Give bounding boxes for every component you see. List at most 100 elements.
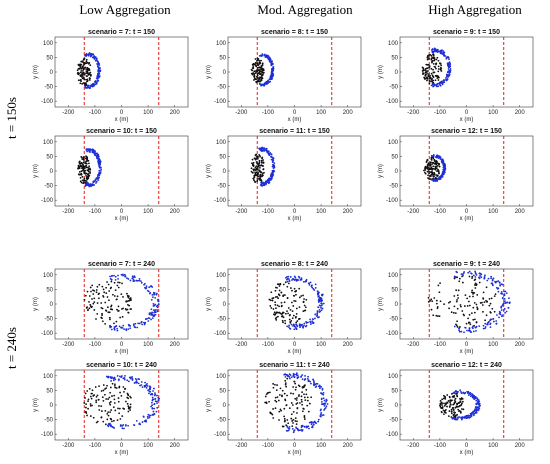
core-point bbox=[437, 70, 440, 73]
core-point bbox=[111, 308, 114, 311]
core-point bbox=[126, 402, 129, 405]
edge-point bbox=[463, 271, 466, 273]
x-tick-label: 0 bbox=[293, 342, 297, 348]
x-tick-label: 0 bbox=[465, 209, 469, 215]
core-point bbox=[258, 154, 261, 157]
core-point bbox=[432, 165, 435, 168]
core-point bbox=[284, 319, 286, 322]
edge-point bbox=[439, 81, 441, 84]
edge-point bbox=[154, 398, 156, 400]
edge-point bbox=[121, 375, 123, 377]
core-point bbox=[109, 318, 111, 321]
core-point bbox=[423, 77, 426, 80]
core-point bbox=[292, 392, 295, 395]
edge-point bbox=[295, 427, 298, 429]
core-point bbox=[252, 79, 255, 81]
edge-point bbox=[131, 275, 134, 278]
core-point bbox=[294, 290, 297, 293]
core-point bbox=[485, 286, 488, 289]
core-point bbox=[259, 166, 261, 169]
edge-point bbox=[320, 300, 323, 303]
edge-point bbox=[153, 293, 156, 296]
core-point bbox=[302, 294, 304, 297]
edge-point bbox=[295, 373, 298, 376]
core-point bbox=[442, 409, 445, 412]
core-point bbox=[291, 310, 294, 313]
core-point bbox=[85, 160, 88, 163]
edge-point bbox=[120, 273, 123, 276]
core-point bbox=[447, 400, 450, 402]
core-point bbox=[261, 156, 264, 159]
core-point bbox=[452, 311, 455, 314]
edge-point bbox=[123, 328, 125, 331]
core-point bbox=[433, 168, 436, 170]
core-point bbox=[123, 408, 126, 410]
core-point bbox=[256, 60, 258, 62]
panel-6: scenario = 12: t = 150-200 -100 0 100 200-10… bbox=[378, 128, 534, 222]
x-axis-label: x (m) bbox=[460, 450, 474, 456]
edge-point bbox=[297, 279, 299, 281]
edge-point bbox=[151, 293, 154, 296]
edge-point bbox=[321, 387, 324, 390]
core-point bbox=[286, 394, 288, 397]
edge-point bbox=[112, 379, 115, 382]
core-point bbox=[284, 398, 286, 401]
core-point bbox=[303, 304, 306, 307]
y-tick-label: 50 bbox=[46, 55, 53, 61]
core-point bbox=[427, 177, 429, 179]
x-tick-label: -200 bbox=[235, 209, 248, 215]
core-point bbox=[89, 286, 92, 289]
edge-point bbox=[271, 75, 274, 78]
edge-point bbox=[137, 279, 139, 282]
edge-point bbox=[435, 84, 438, 86]
panel-title: scenario = 9: t = 150 bbox=[433, 29, 500, 36]
core-point bbox=[423, 169, 425, 172]
core-point bbox=[262, 168, 265, 171]
edge-point bbox=[472, 274, 475, 277]
edge-point bbox=[473, 398, 476, 401]
edge-point bbox=[308, 283, 311, 286]
core-point bbox=[102, 420, 105, 423]
core-point bbox=[257, 78, 260, 81]
core-point bbox=[292, 386, 295, 388]
core-point bbox=[83, 298, 86, 301]
core-point bbox=[262, 165, 264, 168]
core-point bbox=[439, 68, 442, 70]
edge-point bbox=[127, 328, 130, 331]
core-point bbox=[493, 310, 496, 313]
edge-point bbox=[105, 375, 108, 378]
core-point bbox=[257, 173, 259, 176]
core-point bbox=[98, 385, 100, 388]
core-point bbox=[455, 323, 457, 326]
edge-point bbox=[468, 414, 471, 417]
edge-point bbox=[500, 283, 503, 285]
edge-point bbox=[301, 325, 304, 328]
core-point bbox=[95, 318, 97, 320]
core-point bbox=[83, 156, 85, 159]
core-point bbox=[252, 168, 255, 171]
core-point bbox=[474, 282, 477, 285]
edge-point bbox=[98, 171, 101, 174]
core-point bbox=[88, 300, 90, 303]
y-tick-label: -100 bbox=[386, 432, 399, 438]
edge-point bbox=[319, 415, 322, 417]
core-point bbox=[441, 404, 443, 406]
panel-8: scenario = 8: t = 240-200 -100 0 100 200-100… bbox=[206, 261, 362, 355]
edge-point bbox=[125, 329, 128, 332]
edge-point bbox=[267, 82, 269, 84]
core-point bbox=[295, 307, 298, 310]
core-point bbox=[471, 275, 474, 278]
x-axis-label: x (m) bbox=[460, 349, 474, 355]
core-point bbox=[445, 412, 447, 414]
core-point bbox=[279, 282, 282, 285]
y-tick-label: 0 bbox=[223, 169, 227, 175]
core-point bbox=[290, 402, 293, 404]
core-point bbox=[472, 306, 475, 309]
edge-point bbox=[141, 323, 144, 326]
core-point bbox=[260, 161, 263, 163]
core-point bbox=[274, 286, 277, 289]
core-point bbox=[130, 299, 132, 301]
edge-point bbox=[320, 398, 323, 401]
core-point bbox=[277, 399, 280, 402]
core-point bbox=[90, 290, 92, 293]
